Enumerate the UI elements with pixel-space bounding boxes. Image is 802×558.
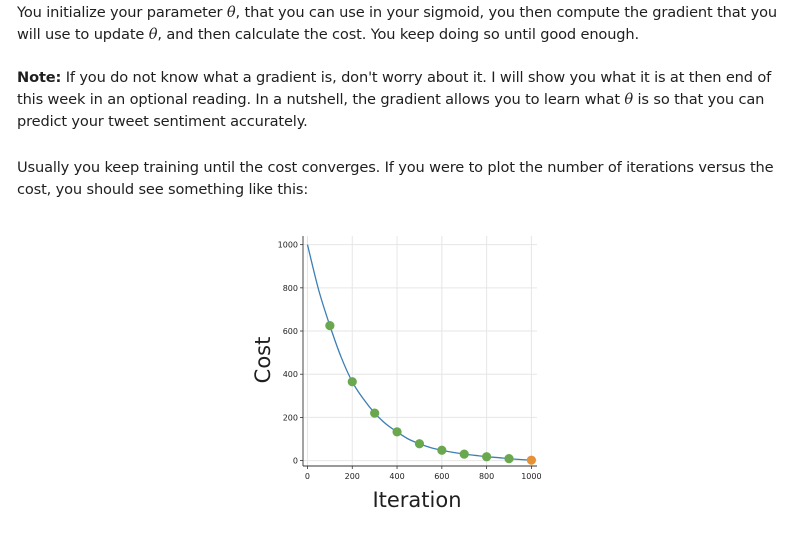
theta-symbol: θ — [148, 26, 158, 43]
data-point — [459, 449, 469, 459]
chart-series — [306, 244, 537, 465]
data-point — [347, 377, 357, 387]
y-tick-label: 400 — [283, 370, 298, 379]
chart-ticks: 0 200 400 600 800 1000 0 200 400 600 800 1000 — [278, 241, 542, 481]
y-tick-label: 200 — [283, 413, 298, 422]
x-tick-label: 800 — [479, 472, 494, 481]
cost-vs-iteration-chart: 0 200 400 600 800 1000 0 200 400 600 800 1000 Itera… — [251, 236, 542, 512]
y-tick-label: 600 — [283, 327, 298, 336]
y-tick-label: 800 — [283, 284, 298, 293]
final-data-point — [526, 455, 537, 465]
paragraph-training-loop: You initialize your parameter θ, that yo… — [17, 2, 797, 46]
data-point — [392, 427, 402, 437]
y-axis-label: Cost — [251, 337, 275, 384]
text-span: You initialize your parameter — [17, 4, 227, 21]
data-point — [325, 321, 335, 331]
data-point — [370, 408, 380, 418]
text-span: , that you can use in your sigmoid, you … — [17, 4, 777, 43]
x-tick-label: 400 — [389, 472, 404, 481]
theta-symbol: θ — [624, 91, 634, 108]
x-tick-label: 200 — [345, 472, 360, 481]
x-tick-label: 0 — [305, 472, 310, 481]
data-point — [437, 445, 447, 455]
text-span: If you do not know what a gradient is, d… — [17, 69, 772, 108]
y-tick-label: 0 — [293, 457, 298, 466]
x-tick-label: 1000 — [521, 472, 541, 481]
y-tick-label: 1000 — [278, 241, 298, 250]
data-point — [504, 454, 514, 464]
note-label: Note: — [17, 69, 62, 86]
theta-symbol: θ — [226, 4, 236, 21]
chart-grid — [303, 236, 537, 466]
cost-curve — [306, 244, 532, 461]
x-tick-label: 600 — [434, 472, 449, 481]
chart-axes — [302, 236, 537, 467]
text-span: is so that you can predict your tweet se… — [17, 91, 765, 130]
paragraph-convergence: Usually you keep training until the cost… — [17, 159, 774, 198]
data-point — [482, 452, 492, 462]
x-axis-label: Iteration — [372, 488, 461, 512]
paragraph-note: Note: If you do not know what a gradient… — [17, 67, 797, 133]
data-point — [414, 439, 425, 449]
text-span: , and then calculate the cost. You keep … — [157, 26, 639, 43]
